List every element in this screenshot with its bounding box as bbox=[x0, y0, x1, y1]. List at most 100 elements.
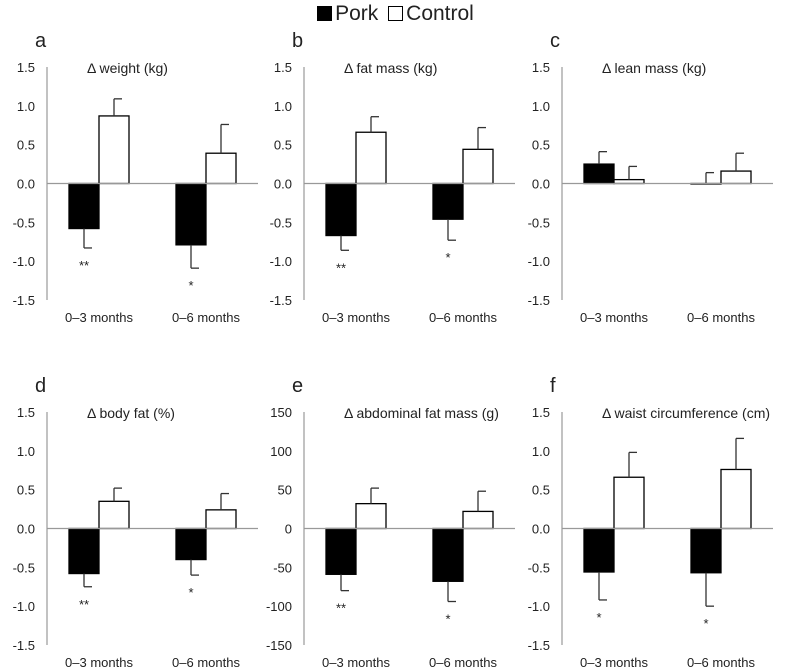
bar-control bbox=[720, 468, 752, 530]
panel-title: Δ waist circumference (cm) bbox=[602, 405, 770, 421]
panel-title: Δ fat mass (kg) bbox=[344, 60, 437, 76]
y-tick-label: 0.5 bbox=[17, 138, 35, 153]
significance-marker: ** bbox=[79, 597, 89, 612]
x-category-label: 0–3 months bbox=[65, 655, 133, 670]
y-tick-label: 0.0 bbox=[17, 177, 35, 192]
y-tick-label: -1.5 bbox=[13, 293, 35, 308]
x-category-label: 0–6 months bbox=[429, 310, 497, 325]
panel-letter: d bbox=[35, 375, 46, 397]
y-tick-label: 150 bbox=[270, 405, 292, 420]
y-tick-label: 1.0 bbox=[274, 99, 292, 114]
y-tick-label: -0.5 bbox=[528, 215, 550, 230]
y-tick-label: 1.0 bbox=[17, 99, 35, 114]
y-tick-label: -1.5 bbox=[528, 293, 550, 308]
significance-marker: ** bbox=[336, 601, 346, 616]
significance-marker: * bbox=[703, 616, 708, 631]
y-tick-label: 1.5 bbox=[17, 60, 35, 75]
legend-label-pork: Pork bbox=[335, 2, 379, 25]
x-category-label: 0–6 months bbox=[687, 655, 755, 670]
y-tick-label: -1.5 bbox=[528, 638, 550, 653]
panel-e: e Δ abdominal fat mass (g) 150 100 50 0 -50 -10… bbox=[266, 375, 515, 670]
panel-title: Δ body fat (%) bbox=[87, 405, 175, 421]
bar-control bbox=[355, 502, 387, 530]
bar-pork bbox=[690, 527, 722, 574]
panel-letter: c bbox=[550, 30, 560, 52]
x-category-label: 0–3 months bbox=[65, 310, 133, 325]
legend-label-control: Control bbox=[406, 2, 474, 25]
x-category-label: 0–3 months bbox=[580, 655, 648, 670]
bar-pork bbox=[325, 527, 357, 575]
legend: Pork Control bbox=[0, 2, 787, 26]
y-tick-label: -100 bbox=[266, 599, 292, 614]
bar-control bbox=[462, 510, 494, 530]
y-tick-label: -0.5 bbox=[13, 215, 35, 230]
y-tick-label: -1.5 bbox=[270, 293, 292, 308]
panel-letter: f bbox=[550, 375, 556, 397]
bar-pork bbox=[175, 527, 207, 561]
y-tick-label: 1.0 bbox=[532, 444, 550, 459]
panel-d: d Δ body fat (%) 1.5 1.0 0.5 0.0 -0.5 -1.0 -1.5 *… bbox=[13, 375, 258, 670]
y-tick-label: 100 bbox=[270, 444, 292, 459]
bar-pork bbox=[432, 182, 464, 220]
y-tick-label: 0.0 bbox=[274, 177, 292, 192]
y-tick-label: 0.5 bbox=[532, 483, 550, 498]
panel-letter: a bbox=[35, 30, 47, 52]
bar-pork bbox=[583, 163, 615, 185]
y-tick-label: 0.5 bbox=[17, 483, 35, 498]
x-category-label: 0–3 months bbox=[580, 310, 648, 325]
y-tick-label: -0.5 bbox=[270, 215, 292, 230]
y-tick-label: 0.5 bbox=[274, 138, 292, 153]
x-category-label: 0–6 months bbox=[429, 655, 497, 670]
panel-letter: e bbox=[292, 375, 303, 397]
significance-marker: * bbox=[188, 278, 193, 293]
y-tick-label: 1.5 bbox=[532, 60, 550, 75]
bar-pork bbox=[583, 527, 615, 573]
bar-control bbox=[98, 500, 130, 530]
y-tick-label: 1.0 bbox=[17, 444, 35, 459]
bar-pork bbox=[68, 182, 100, 230]
bar-pork bbox=[175, 182, 207, 246]
y-tick-label: 0 bbox=[285, 522, 292, 537]
panel-letter: b bbox=[292, 30, 303, 52]
bar-control bbox=[613, 476, 645, 530]
y-tick-label: 1.5 bbox=[17, 405, 35, 420]
panel-b: b Δ fat mass (kg) 1.5 1.0 0.5 0.0 -0.5 -1.0 -1.5… bbox=[270, 30, 515, 325]
bar-control bbox=[205, 152, 237, 185]
y-tick-label: -1.0 bbox=[13, 254, 35, 269]
panel-c: c Δ lean mass (kg) 1.5 1.0 0.5 0.0 -0.5 -1.0 -1.… bbox=[528, 30, 773, 325]
y-tick-label: 0.0 bbox=[17, 522, 35, 537]
y-tick-label: 1.5 bbox=[274, 60, 292, 75]
significance-marker: * bbox=[188, 585, 193, 600]
significance-marker: ** bbox=[336, 260, 346, 275]
y-tick-label: -1.5 bbox=[13, 638, 35, 653]
panel-f: f Δ waist circumference (cm) 1.5 1.0 0.5 0.0 -… bbox=[528, 375, 773, 670]
bar-control bbox=[98, 115, 130, 185]
x-category-label: 0–3 months bbox=[322, 655, 390, 670]
panel-title: Δ abdominal fat mass (g) bbox=[344, 405, 499, 421]
y-tick-label: -1.0 bbox=[528, 599, 550, 614]
y-tick-label: -150 bbox=[266, 638, 292, 653]
x-category-label: 0–6 months bbox=[172, 655, 240, 670]
y-tick-label: 50 bbox=[278, 483, 292, 498]
y-tick-label: -1.0 bbox=[270, 254, 292, 269]
bar-control bbox=[205, 509, 237, 530]
legend-swatch-control bbox=[388, 6, 404, 21]
bar-control bbox=[462, 148, 494, 185]
bar-control bbox=[720, 170, 752, 185]
panel-title: Δ weight (kg) bbox=[87, 60, 168, 76]
y-tick-label: -0.5 bbox=[13, 560, 35, 575]
y-tick-label: 1.0 bbox=[532, 99, 550, 114]
y-tick-label: 0.5 bbox=[532, 138, 550, 153]
bar-pork bbox=[325, 182, 357, 237]
significance-marker: * bbox=[445, 250, 450, 265]
significance-marker: ** bbox=[79, 258, 89, 273]
y-tick-label: -1.0 bbox=[13, 599, 35, 614]
significance-marker: * bbox=[445, 612, 450, 627]
x-category-label: 0–6 months bbox=[687, 310, 755, 325]
panel-title: Δ lean mass (kg) bbox=[602, 60, 706, 76]
significance-marker: * bbox=[596, 610, 601, 625]
bar-control bbox=[355, 131, 387, 185]
x-category-label: 0–6 months bbox=[172, 310, 240, 325]
bar-pork bbox=[68, 527, 100, 575]
